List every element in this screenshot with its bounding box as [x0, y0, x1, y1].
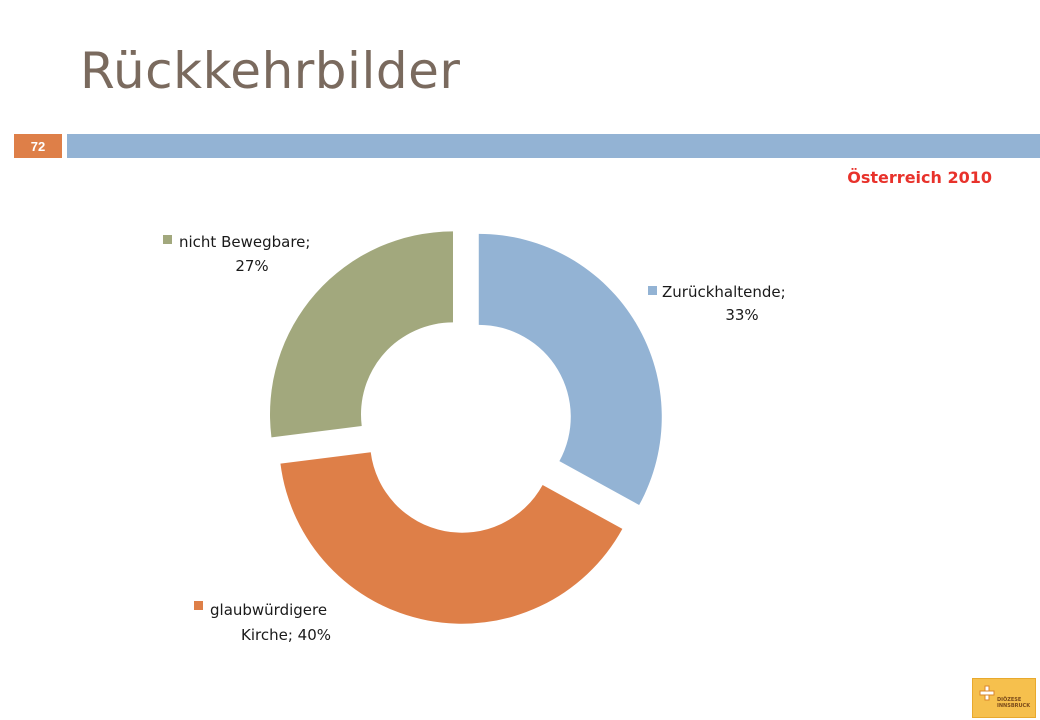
chart-subtitle: Österreich 2010: [847, 168, 992, 187]
data-label-line2-2: 27%: [235, 257, 268, 275]
slice-nicht-bewegbare: [269, 231, 453, 438]
logo-line-1: DIÖZESE: [997, 697, 1022, 703]
data-label-line1-2: nicht Bewegbare;: [179, 233, 310, 251]
data-label-line1-0: Zurückhaltende;: [662, 283, 786, 301]
label-swatch-2: [163, 235, 172, 244]
logo-line-2: INNSBRUCK: [997, 703, 1031, 709]
slice-glaubwürdigere-kirche: [280, 452, 623, 624]
slide-number: 72: [14, 134, 62, 158]
label-swatch-0: [648, 286, 657, 295]
logo-text: DIÖZESE INNSBRUCK: [997, 697, 1030, 709]
data-label-line2-0: 33%: [725, 306, 758, 324]
cross-icon: [979, 685, 995, 701]
data-label-line1-1: glaubwürdigere: [210, 601, 327, 619]
data-label-line2-1: Kirche; 40%: [241, 626, 331, 644]
label-swatch-1: [194, 601, 203, 610]
slide-title: Rückkehrbilder: [80, 42, 461, 100]
diocese-logo: DIÖZESE INNSBRUCK: [972, 678, 1036, 718]
header-bar: [67, 134, 1040, 158]
slice-zurückhaltende: [478, 233, 662, 506]
